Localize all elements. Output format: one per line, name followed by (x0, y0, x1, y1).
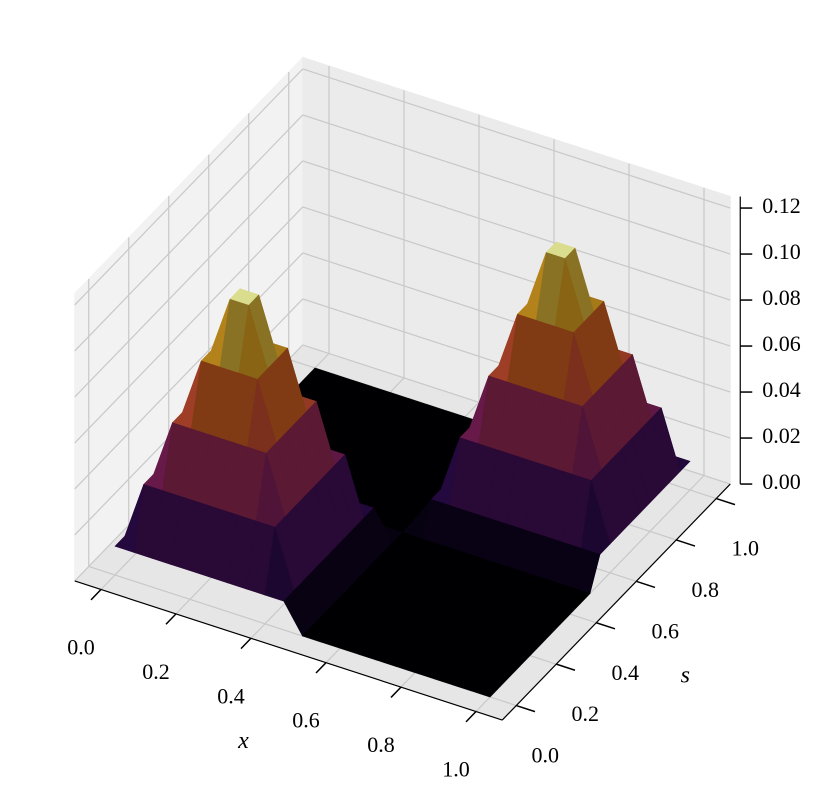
z-tick-label: 0.10 (762, 239, 801, 264)
x-tick-label: 0.6 (292, 708, 320, 733)
grid-line (302, 206, 731, 347)
x-tick (240, 637, 252, 650)
y-tick (596, 622, 616, 630)
y-tick-label: 0.8 (692, 577, 720, 602)
z-tick-label: 0.00 (762, 469, 801, 494)
y-tick-label: 0.4 (612, 660, 640, 685)
y-tick (516, 704, 536, 713)
y-axis-line (501, 483, 731, 721)
z-tick-label: 0.12 (762, 193, 801, 218)
z-tick-label: 0.02 (762, 423, 801, 448)
x-tick (315, 662, 327, 674)
y-tick (636, 580, 656, 589)
y-tick-label: 0.6 (652, 618, 680, 643)
grid-line (302, 68, 731, 209)
surface-facet (470, 680, 501, 698)
x-tick-label: 1.0 (442, 757, 470, 782)
x-tick (165, 613, 177, 625)
x-tick (465, 710, 477, 723)
y-tick-label: 0.2 (572, 701, 600, 726)
y-tick-label: 0.0 (532, 743, 560, 768)
y-tick-label: 1.0 (732, 536, 760, 561)
x-axis-label: x (237, 728, 249, 754)
z-tick-label: 0.06 (762, 331, 801, 356)
x-tick-label: 0.2 (142, 659, 170, 684)
y-tick (716, 497, 736, 506)
grid-line (302, 114, 731, 255)
x-tick-label: 0.0 (67, 635, 95, 660)
x-tick-label: 0.4 (217, 683, 245, 708)
z-tick-label: 0.04 (762, 377, 801, 402)
s-axis-label: s (681, 663, 690, 689)
x-tick (90, 588, 102, 601)
axes: 0.0 0.2 0.4 0.6 0.8 1.0 0.0 0.2 0.4 0.6 0.8 1.0 0.00… (67, 193, 801, 781)
x-tick (390, 686, 402, 698)
x-tick-label: 0.8 (367, 732, 395, 757)
grid-line (74, 114, 304, 352)
grid-line (74, 206, 304, 444)
y-tick (676, 539, 696, 547)
grid-line (74, 68, 304, 306)
x-axis-line (74, 580, 503, 721)
z-tick-label: 0.08 (762, 285, 801, 310)
y-tick (556, 663, 576, 671)
grid-line (74, 252, 304, 490)
grid-line (74, 160, 304, 398)
surface (114, 241, 691, 698)
grid-line (302, 160, 731, 301)
